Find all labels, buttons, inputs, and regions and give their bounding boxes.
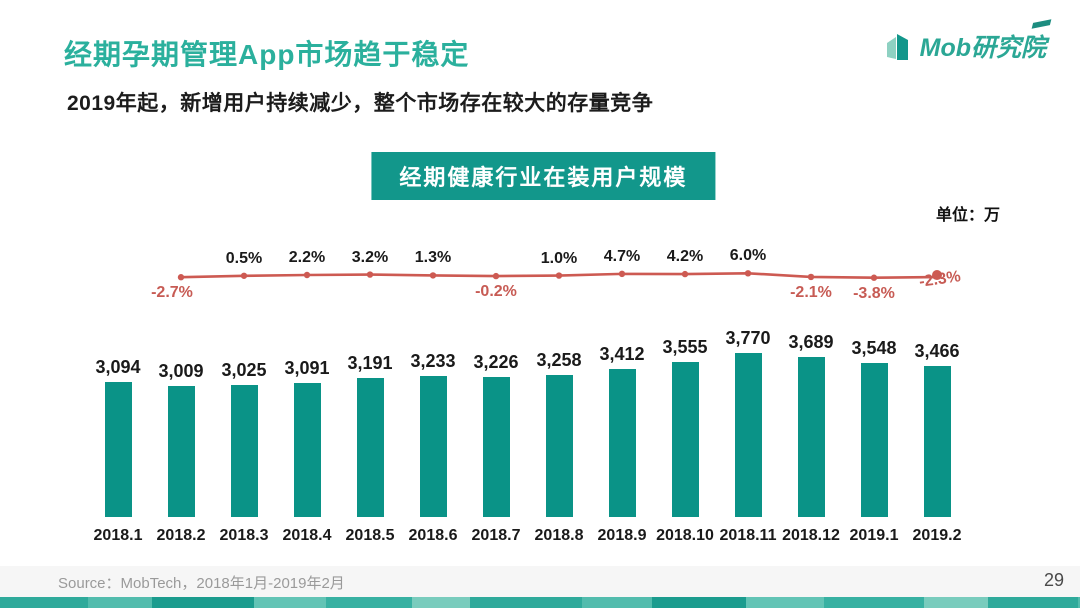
bar: [608, 369, 636, 517]
page-number: 29: [1043, 570, 1064, 590]
strip-block: [988, 597, 1078, 608]
line-point: [618, 270, 626, 278]
bar-value-label: 3,009: [158, 361, 204, 381]
bar-value-label: 3,025: [221, 360, 267, 380]
growth-rate-label: 1.0%: [540, 249, 578, 267]
bar-value-label: 3,555: [662, 337, 708, 357]
growth-rate-label: 0.5%: [225, 249, 263, 267]
x-axis-label: 2018.12: [782, 527, 840, 544]
bar: [797, 357, 825, 517]
growth-rate-label: 6.0%: [729, 247, 767, 265]
x-axis-label: 2018.6: [408, 527, 458, 544]
growth-rate-label: -3.8%: [853, 284, 895, 302]
growth-rate-label: 4.7%: [603, 247, 641, 265]
bar-value-label: 3,770: [725, 328, 771, 348]
strip-block: [1078, 597, 1080, 608]
growth-rate-label: -2.7%: [151, 284, 193, 302]
bar: [167, 386, 195, 517]
strip-block: [0, 597, 88, 608]
growth-rate-label: 3.2%: [351, 248, 389, 266]
x-axis-label: 2018.10: [656, 527, 714, 544]
bar-value-label: 3,466: [914, 341, 960, 361]
mob-logo: Mob研究院: [885, 19, 1052, 64]
bar: [419, 376, 447, 517]
bar: [230, 385, 258, 517]
source-note: Source：MobTech，2018年1月-2019年2月: [58, 575, 345, 592]
page-title: 经期孕期管理App市场趋于稳定: [64, 39, 470, 70]
bar-value-label: 3,191: [347, 353, 393, 373]
x-axis-label: 2018.11: [719, 527, 777, 544]
bar: [293, 383, 321, 517]
bar: [860, 363, 888, 517]
strip-block: [88, 597, 152, 608]
x-axis-label: 2018.2: [156, 527, 206, 544]
x-axis-label: 2018.9: [597, 527, 647, 544]
x-axis-label: 2019.2: [912, 527, 962, 544]
x-axis-label: 2018.7: [471, 527, 521, 544]
x-axis-label: 2018.1: [93, 527, 143, 544]
bar-value-label: 3,689: [788, 332, 834, 352]
mob-building-icon: [886, 34, 908, 60]
bar-value-label: 3,226: [473, 352, 519, 372]
x-axis-label: 2018.4: [282, 527, 332, 544]
bar-value-label: 3,548: [851, 338, 897, 358]
x-axis-label: 2018.5: [345, 527, 395, 544]
growth-rate-label: 4.2%: [666, 248, 704, 266]
line-point: [303, 271, 311, 279]
chart-title-badge: 经期健康行业在装用户规模: [371, 152, 716, 200]
line-point: [555, 272, 563, 279]
x-axis-label: 2018.8: [534, 527, 584, 544]
strip-block: [582, 597, 652, 608]
line-point: [429, 272, 437, 279]
x-axis-label: 2018.3: [219, 527, 269, 544]
line-point: [177, 274, 185, 281]
growth-rate-label: 1.3%: [414, 249, 452, 267]
bar: [923, 366, 951, 517]
bar-value-label: 3,412: [599, 344, 645, 364]
slide-subtitle: 2019年起，新增用户持续减少，整个市场存在较大的存量竞争: [67, 92, 654, 115]
bar-value-label: 3,258: [536, 350, 582, 370]
strip-block: [326, 597, 412, 608]
line-point: [366, 271, 374, 278]
strip-block: [924, 597, 988, 608]
line-point: [240, 272, 248, 279]
bar-value-label: 3,091: [284, 358, 330, 378]
bar: [671, 362, 699, 517]
bar: [104, 382, 132, 517]
strip-block: [254, 597, 326, 608]
decorative-teal-strip: [0, 597, 1080, 608]
bar-value-label: 3,094: [95, 357, 141, 377]
growth-rate-label: -2.1%: [790, 283, 832, 301]
growth-rate-label: -2.3%: [918, 268, 962, 291]
footer-band: Source：MobTech，2018年1月-2019年2月 29: [0, 566, 1080, 597]
bar-value-label: 3,233: [410, 351, 456, 371]
bar: [545, 375, 573, 517]
line-point: [492, 272, 500, 280]
line-point: [870, 274, 878, 281]
strip-block: [746, 597, 824, 608]
growth-rate-label: 2.2%: [288, 249, 326, 266]
line-point: [744, 270, 752, 277]
strip-block: [152, 597, 254, 608]
x-axis-label: 2019.1: [849, 527, 899, 544]
strip-block: [652, 597, 746, 608]
bar: [734, 353, 762, 517]
mob-logo-text: Mob研究院: [920, 19, 1052, 64]
growth-rate-label: -0.2%: [475, 283, 517, 301]
unit-label: 单位：万: [935, 207, 1000, 224]
strip-block: [824, 597, 924, 608]
strip-block: [412, 597, 470, 608]
strip-block: [470, 597, 582, 608]
line-point: [681, 270, 689, 278]
bar: [482, 377, 510, 517]
growth-line: [180, 271, 938, 280]
bar: [356, 378, 384, 517]
line-point: [807, 273, 815, 281]
